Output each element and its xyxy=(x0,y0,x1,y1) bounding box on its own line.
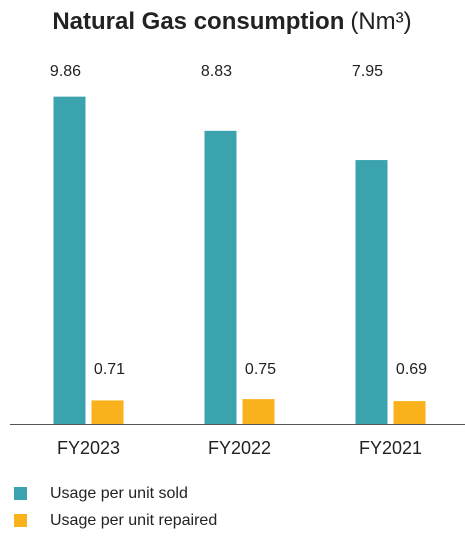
bar xyxy=(242,399,275,424)
data-label: 9.86 xyxy=(50,63,81,80)
legend-swatch xyxy=(14,514,27,527)
x-tick-label: FY2022 xyxy=(208,438,271,458)
data-label: 0.69 xyxy=(396,361,427,378)
data-label: 8.83 xyxy=(201,63,232,80)
legend-swatch xyxy=(14,487,27,500)
x-tick-label: FY2023 xyxy=(57,438,120,458)
bar xyxy=(393,401,426,424)
bar xyxy=(204,130,237,424)
bar xyxy=(91,400,124,424)
chart-title: Natural Gas consumption (Nm³) xyxy=(52,8,411,35)
data-label: 7.95 xyxy=(352,63,383,80)
title-unit: (Nm³) xyxy=(350,8,411,35)
x-tick-label: FY2021 xyxy=(359,438,422,458)
data-label: 0.71 xyxy=(94,361,125,378)
legend-label: Usage per unit sold xyxy=(50,485,188,502)
data-label: 0.75 xyxy=(245,361,276,378)
bar xyxy=(355,160,388,424)
bar xyxy=(53,96,86,424)
title-main: Natural Gas consumption xyxy=(52,8,344,35)
legend-label: Usage per unit repaired xyxy=(50,512,217,529)
